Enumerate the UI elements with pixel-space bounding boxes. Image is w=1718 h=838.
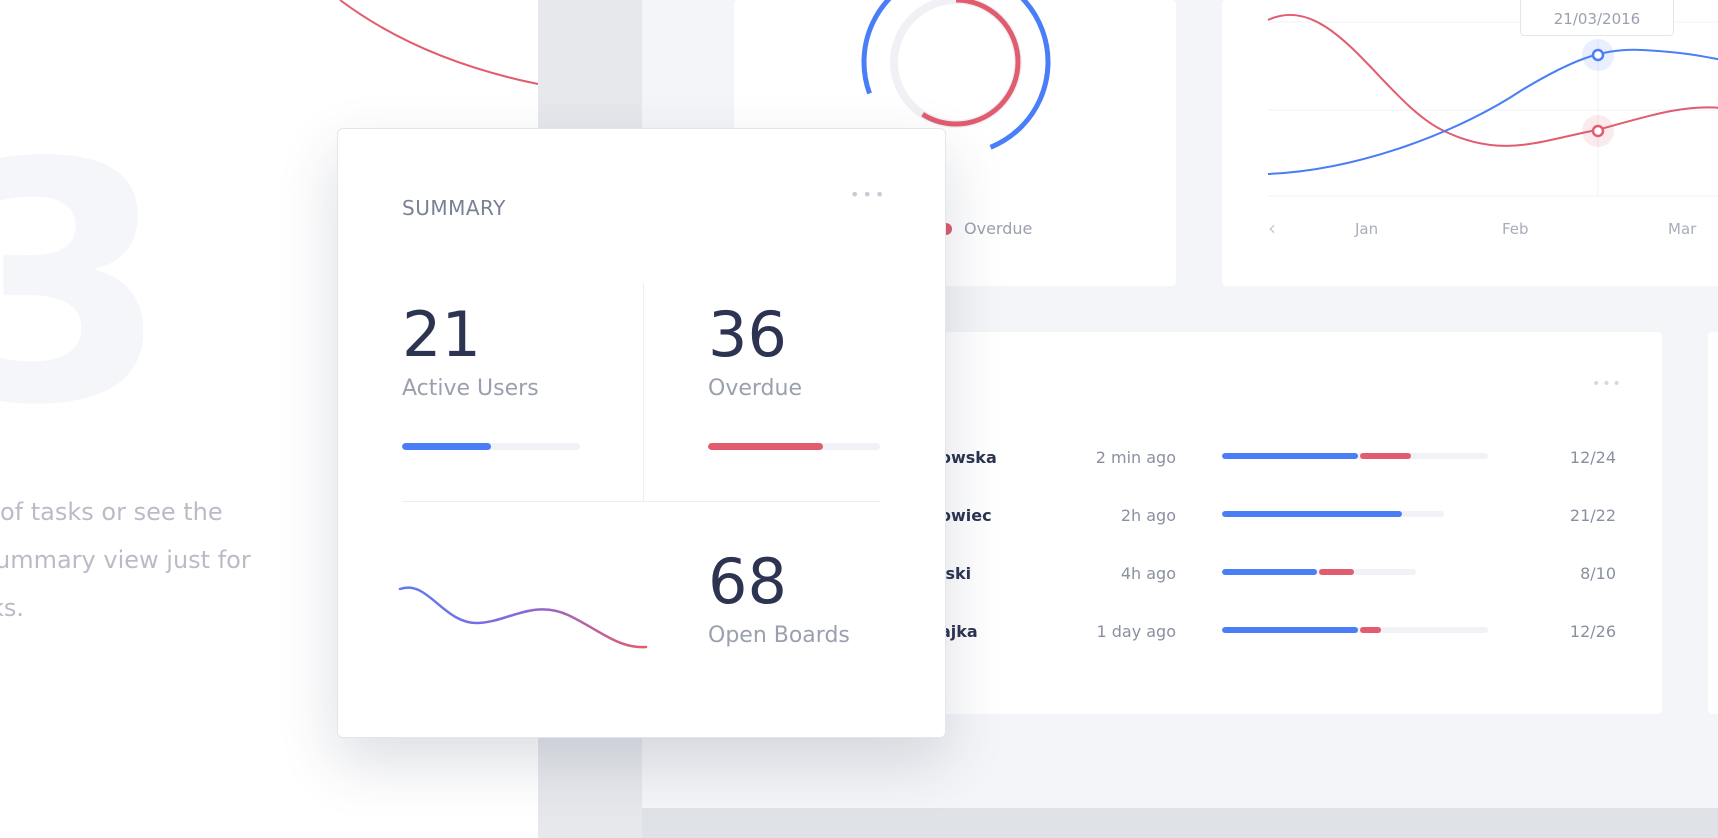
active-users-value: 21 <box>402 298 481 371</box>
row-progress <box>1222 569 1416 575</box>
progress-fill <box>708 443 824 450</box>
progress-fill-blue <box>1222 453 1358 459</box>
row-time: 4h ago <box>1120 564 1176 583</box>
progress-fill-red <box>1319 569 1354 575</box>
hero-description-line: ummary view just for <box>0 546 251 574</box>
divider <box>402 501 880 502</box>
overdue-value: 36 <box>708 298 787 371</box>
row-score: 8/10 <box>1580 564 1616 583</box>
row-name: owska <box>940 448 997 467</box>
hero-description-line: ks. <box>0 594 25 622</box>
decorative-arc <box>339 0 539 85</box>
overdue-legend-label: Overdue <box>964 219 1033 238</box>
row-progress <box>1222 453 1488 459</box>
open-boards-label: Open Boards <box>708 623 850 648</box>
donut-chart <box>861 0 1051 157</box>
progress-fill-blue <box>1222 569 1317 575</box>
chart-tooltip: 21/03/2016 <box>1520 0 1674 36</box>
summary-title: SUMMARY <box>402 196 506 220</box>
more-dots-icon[interactable]: ••• <box>850 185 888 204</box>
summary-card: SUMMARY ••• 21 Active Users 36 Overdue 6… <box>337 128 946 738</box>
step-number: 3 <box>0 93 170 477</box>
hero-description: of tasks or see the ummary view just for… <box>0 488 260 632</box>
row-time: 2h ago <box>1120 506 1176 525</box>
active-users-label: Active Users <box>402 376 539 401</box>
progress-fill-blue <box>1222 627 1358 633</box>
divider <box>643 283 644 501</box>
month-label: Mar <box>1668 220 1697 238</box>
progress-fill-red <box>1360 627 1381 633</box>
row-name: owiec <box>940 506 992 525</box>
row-score: 21/22 <box>1569 506 1616 525</box>
month-label: Jan <box>1355 220 1379 238</box>
progress-fill-blue <box>1222 511 1402 517</box>
overdue-progress <box>708 443 880 450</box>
open-boards-value: 68 <box>708 545 787 618</box>
hero-description-line: of tasks or see the <box>0 498 223 526</box>
line-chart <box>1267 13 1718 197</box>
row-progress <box>1222 511 1444 517</box>
row-score: 12/24 <box>1569 448 1616 467</box>
activity-table-card <box>880 332 1662 714</box>
progress-fill <box>402 443 491 450</box>
row-score: 12/26 <box>1569 622 1616 641</box>
row-time: 2 min ago <box>1095 448 1176 467</box>
row-name: ajka <box>940 622 978 641</box>
overdue-label: Overdue <box>708 376 802 401</box>
month-label: Feb <box>1502 220 1529 238</box>
row-name: lski <box>940 564 972 583</box>
more-dots-icon[interactable]: ••• <box>1592 376 1623 392</box>
chevron-left-icon[interactable]: ‹ <box>1268 216 1276 240</box>
next-card-edge <box>1708 332 1718 714</box>
line-chart-card <box>1222 0 1718 286</box>
row-time: 1 day ago <box>1096 622 1176 641</box>
row-progress <box>1222 627 1488 633</box>
progress-fill-red <box>1360 453 1411 459</box>
open-boards-sparkline <box>398 586 648 649</box>
active-users-progress <box>402 443 580 450</box>
